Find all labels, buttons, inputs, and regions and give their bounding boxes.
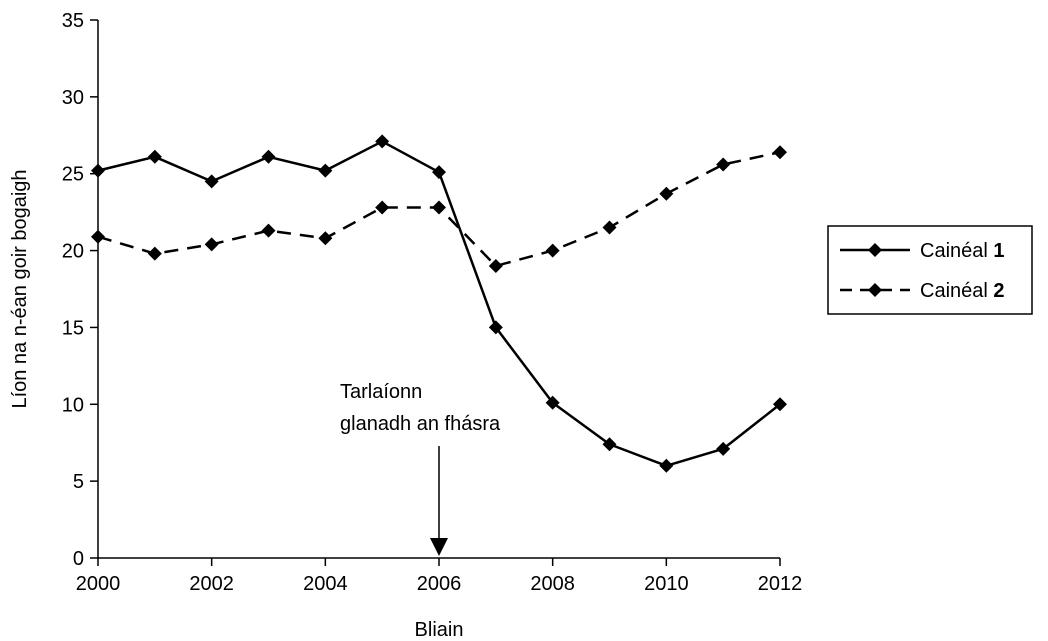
x-tick-label: 2000: [76, 573, 121, 595]
legend-marker-diamond: [868, 283, 882, 297]
data-point-diamond: [773, 397, 787, 412]
y-tick-label: 10: [62, 394, 84, 416]
data-point-diamond: [318, 163, 333, 178]
legend-entry: Cainéal 2: [840, 280, 1005, 302]
legend-box: [827, 225, 1033, 315]
x-tick-label: 2010: [644, 573, 689, 595]
y-tick-label: 30: [62, 87, 84, 109]
data-point-diamond: [659, 458, 674, 473]
data-point-diamond: [773, 145, 787, 160]
data-point-diamond: [602, 437, 617, 452]
data-point-diamond: [147, 149, 162, 164]
annotation: Tarlaíonn glanadh an fhásra: [340, 381, 501, 556]
data-point-diamond: [432, 165, 446, 180]
data-point-diamond: [602, 220, 617, 235]
data-point-diamond: [375, 200, 390, 215]
data-point-diamond: [261, 223, 276, 238]
y-tick-label: 35: [62, 10, 84, 32]
legend-label: Cainéal 1: [920, 240, 1005, 262]
series-2: [91, 145, 787, 273]
x-tick-label: 2004: [303, 573, 348, 595]
legend-label: Cainéal 2: [920, 280, 1005, 302]
data-point-diamond: [147, 246, 162, 261]
data-point-diamond: [91, 229, 105, 244]
y-tick-label: 5: [73, 471, 84, 493]
y-tick-label: 0: [73, 548, 84, 570]
annotation-arrow-head-icon: [430, 538, 448, 556]
legend-entry: Cainéal 1: [840, 240, 1005, 262]
data-point-diamond: [375, 134, 390, 149]
x-tick-label: 2008: [530, 573, 575, 595]
x-ticks: 2000 2002 2004 2006 2008 2010 2012: [76, 558, 803, 595]
data-point-diamond: [488, 320, 503, 335]
legend-label-number: 1: [993, 240, 1004, 262]
x-tick-label: 2002: [189, 573, 234, 595]
series-1: [91, 134, 787, 473]
x-axis-label: Bliain: [415, 619, 464, 641]
data-point-diamond: [261, 149, 276, 164]
y-axis-label: Líon na n-éan goir bogaigh: [9, 169, 31, 408]
data-point-diamond: [318, 231, 333, 246]
x-tick-label: 2012: [758, 573, 803, 595]
annotation-line-1: Tarlaíonn: [340, 381, 422, 403]
y-ticks: 0 5 10 15 20 25 30 35: [62, 10, 98, 570]
data-point-diamond: [204, 174, 219, 189]
series-layer: [91, 134, 787, 473]
legend-label-prefix: Cainéal: [920, 280, 993, 302]
data-point-diamond: [488, 258, 503, 273]
y-tick-label: 20: [62, 241, 84, 263]
x-tick-label: 2006: [417, 573, 462, 595]
data-point-diamond: [659, 186, 674, 201]
data-point-diamond: [545, 243, 560, 258]
data-point-diamond: [432, 200, 446, 215]
data-point-diamond: [716, 441, 731, 456]
legend-marker-diamond: [868, 243, 882, 257]
annotation-line-2: glanadh an fhásra: [340, 413, 501, 435]
legend-label-prefix: Cainéal: [920, 240, 993, 262]
y-tick-label: 25: [62, 164, 84, 186]
data-point-diamond: [716, 157, 731, 172]
data-point-diamond: [545, 395, 560, 410]
legend-label-number: 2: [993, 280, 1004, 302]
data-point-diamond: [204, 237, 219, 252]
y-tick-label: 15: [62, 317, 84, 339]
data-point-diamond: [91, 163, 105, 178]
